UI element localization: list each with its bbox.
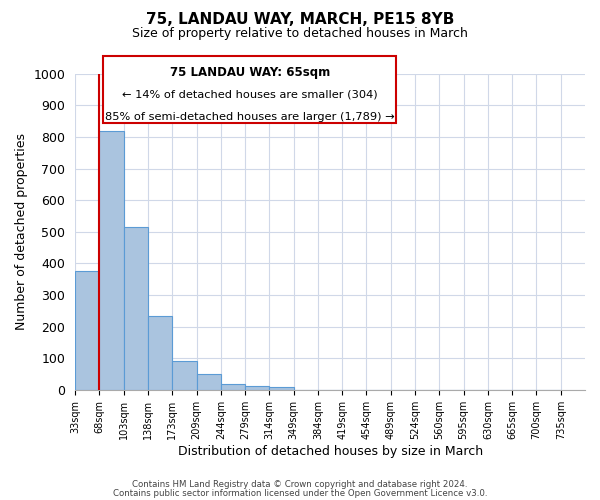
Y-axis label: Number of detached properties: Number of detached properties xyxy=(15,134,28,330)
Text: 75, LANDAU WAY, MARCH, PE15 8YB: 75, LANDAU WAY, MARCH, PE15 8YB xyxy=(146,12,454,28)
FancyBboxPatch shape xyxy=(103,56,397,122)
Bar xyxy=(245,386,269,390)
Text: ← 14% of detached houses are smaller (304): ← 14% of detached houses are smaller (30… xyxy=(122,90,377,100)
Text: Size of property relative to detached houses in March: Size of property relative to detached ho… xyxy=(132,28,468,40)
Bar xyxy=(75,272,100,390)
Text: Contains HM Land Registry data © Crown copyright and database right 2024.: Contains HM Land Registry data © Crown c… xyxy=(132,480,468,489)
Bar xyxy=(100,130,124,390)
Bar xyxy=(148,316,172,390)
Bar xyxy=(221,384,245,390)
Text: Contains public sector information licensed under the Open Government Licence v3: Contains public sector information licen… xyxy=(113,488,487,498)
Bar xyxy=(269,388,293,390)
Text: 85% of semi-detached houses are larger (1,789) →: 85% of semi-detached houses are larger (… xyxy=(105,112,395,122)
X-axis label: Distribution of detached houses by size in March: Distribution of detached houses by size … xyxy=(178,444,482,458)
Bar xyxy=(172,361,197,390)
Bar xyxy=(124,227,148,390)
Text: 75 LANDAU WAY: 65sqm: 75 LANDAU WAY: 65sqm xyxy=(170,66,330,79)
Bar xyxy=(197,374,221,390)
